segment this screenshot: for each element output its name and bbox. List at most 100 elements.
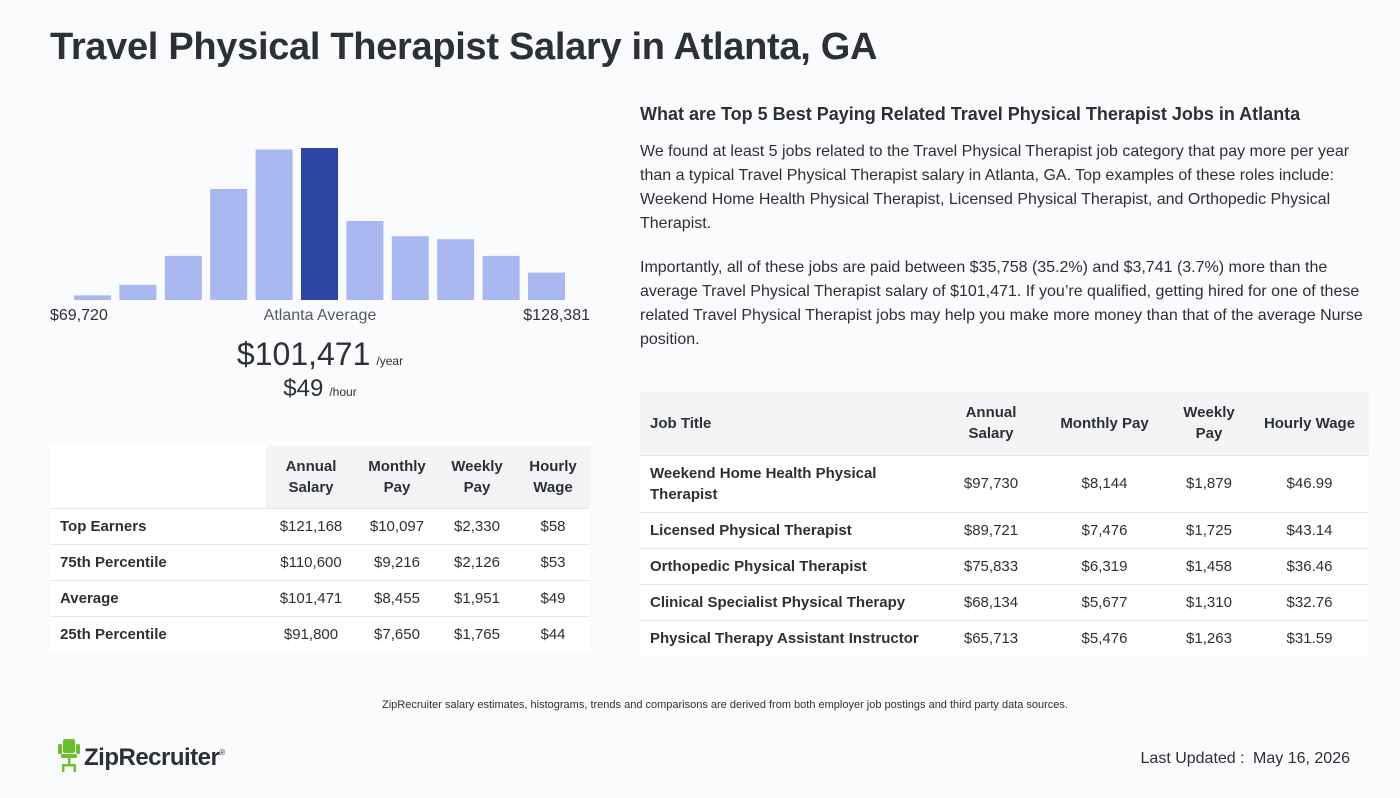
histogram-bar (528, 272, 565, 300)
related-jobs-paragraph-2: Importantly, all of these jobs are paid … (640, 259, 1363, 348)
histogram-bar (482, 255, 520, 300)
monthly-cell: $10,097 (356, 508, 438, 545)
percentile-table-header: Annual Salary Monthly Pay Weekly Pay Hou… (50, 446, 590, 509)
percentile-header-monthly: Monthly Pay (356, 446, 438, 509)
salary-histogram (50, 130, 590, 300)
jobs-header-hourly: Hourly Wage (1250, 392, 1369, 455)
chair-icon (58, 738, 80, 778)
annual-cell: $97,730 (941, 454, 1041, 512)
average-hourly-value: $49 (283, 375, 324, 402)
table-row: Average $101,471 $8,455 $1,951 $49 (50, 580, 590, 617)
histogram-bar (119, 284, 157, 300)
jobs-header-weekly: Weekly Pay (1168, 392, 1250, 455)
last-updated: Last Updated : May 16, 2026 (1141, 750, 1350, 768)
monthly-cell: $5,476 (1041, 619, 1168, 656)
weekly-cell: $1,310 (1168, 583, 1250, 620)
percentile-row-label: Top Earners (50, 508, 266, 545)
histogram-bar (391, 236, 429, 300)
chair-icon-svg (58, 738, 80, 772)
average-hourly-unit: /hour (329, 385, 357, 399)
table-row: Licensed Physical Therapist $89,721 $7,4… (640, 511, 1369, 548)
hourly-cell: $46.99 (1250, 454, 1369, 512)
table-row: Top Earners $121,168 $10,097 $2,330 $58 (50, 508, 590, 545)
weekly-cell: $1,951 (438, 580, 516, 617)
hourly-cell: $32.76 (1250, 583, 1369, 620)
monthly-cell: $5,677 (1041, 583, 1168, 620)
last-updated-label: Last Updated : (1140, 750, 1245, 767)
percentile-header-annual: Annual Salary (266, 446, 356, 509)
last-updated-date: May 16, 2026 (1253, 750, 1350, 767)
percentile-header-blank (50, 446, 266, 509)
annual-cell: $110,600 (266, 544, 356, 581)
table-row: Orthopedic Physical Therapist $75,833 $6… (640, 547, 1369, 584)
hourly-cell: $31.59 (1250, 619, 1369, 656)
average-annual-unit: /year (376, 354, 404, 368)
histogram-bar (346, 221, 384, 300)
logo-wordmark: ZipRecruiter® (84, 744, 225, 771)
percentile-table: Annual Salary Monthly Pay Weekly Pay Hou… (50, 446, 590, 653)
job-title-cell: Physical Therapy Assistant Instructor (640, 619, 941, 656)
histogram-min-label: $69,720 (50, 307, 108, 324)
hourly-cell: $58 (516, 508, 590, 545)
percentile-header-hourly: Hourly Wage (516, 446, 590, 509)
hourly-cell: $36.46 (1250, 547, 1369, 584)
weekly-cell: $1,765 (438, 616, 516, 653)
monthly-cell: $7,476 (1041, 511, 1168, 548)
average-annual: $101,471/year (50, 336, 590, 373)
annual-cell: $65,713 (941, 619, 1041, 656)
annual-cell: $101,471 (266, 580, 356, 617)
weekly-cell: $1,879 (1168, 454, 1250, 512)
hourly-cell: $43.14 (1250, 511, 1369, 548)
histogram-average-label: Atlanta Average (263, 307, 377, 324)
weekly-cell: $1,458 (1168, 547, 1250, 584)
related-jobs-table: Job Title Annual Salary Monthly Pay Week… (640, 392, 1369, 656)
histogram-bar (74, 295, 111, 300)
jobs-header-title: Job Title (640, 392, 941, 455)
weekly-cell: $1,725 (1168, 511, 1250, 548)
annual-cell: $121,168 (266, 508, 356, 545)
histogram-bar (255, 149, 293, 300)
table-row: Physical Therapy Assistant Instructor $6… (640, 619, 1369, 656)
jobs-header-monthly: Monthly Pay (1041, 392, 1168, 455)
job-title-cell: Orthopedic Physical Therapist (640, 547, 941, 584)
jobs-table-header: Job Title Annual Salary Monthly Pay Week… (640, 392, 1369, 455)
data-source-note: ZipRecruiter salary estimates, histogram… (382, 699, 1068, 711)
annual-cell: $75,833 (941, 547, 1041, 584)
hourly-cell: $53 (516, 544, 590, 581)
percentile-row-label: 75th Percentile (50, 544, 266, 581)
histogram-bar (210, 189, 248, 300)
table-row: 25th Percentile $91,800 $7,650 $1,765 $4… (50, 616, 590, 653)
histogram-bar (437, 239, 475, 300)
average-salary-block: $101,471/year $49/hour (50, 336, 590, 403)
table-row: Clinical Specialist Physical Therapy $68… (640, 583, 1369, 620)
percentile-row-label: 25th Percentile (50, 616, 266, 653)
page-title: Travel Physical Therapist Salary in Atla… (50, 26, 878, 68)
monthly-cell: $9,216 (356, 544, 438, 581)
related-jobs-heading: What are Top 5 Best Paying Related Trave… (640, 104, 1301, 124)
monthly-cell: $8,144 (1041, 454, 1168, 512)
job-title-cell: Licensed Physical Therapist (640, 511, 941, 548)
average-hourly: $49/hour (50, 375, 590, 403)
histogram-bar (164, 255, 202, 300)
hourly-cell: $44 (516, 616, 590, 653)
annual-cell: $68,134 (941, 583, 1041, 620)
histogram-bar-average (301, 148, 338, 300)
monthly-cell: $7,650 (356, 616, 438, 653)
percentile-header-weekly: Weekly Pay (438, 446, 516, 509)
ziprecruiter-logo[interactable]: ZipRecruiter® (58, 738, 225, 778)
annual-cell: $89,721 (941, 511, 1041, 548)
monthly-cell: $8,455 (356, 580, 438, 617)
monthly-cell: $6,319 (1041, 547, 1168, 584)
percentile-row-label: Average (50, 580, 266, 617)
job-title-cell: Clinical Specialist Physical Therapy (640, 583, 941, 620)
annual-cell: $91,800 (266, 616, 356, 653)
histogram-labels: $69,720 Atlanta Average $128,381 (50, 307, 590, 329)
table-row: Weekend Home Health Physical Therapist $… (640, 454, 1369, 512)
histogram-svg (74, 148, 565, 300)
average-annual-value: $101,471 (236, 336, 371, 372)
related-jobs-paragraph-1: We found at least 5 jobs related to the … (640, 143, 1350, 232)
weekly-cell: $2,330 (438, 508, 516, 545)
histogram-max-label: $128,381 (523, 307, 590, 324)
weekly-cell: $1,263 (1168, 619, 1250, 656)
table-row: 75th Percentile $110,600 $9,216 $2,126 $… (50, 544, 590, 581)
